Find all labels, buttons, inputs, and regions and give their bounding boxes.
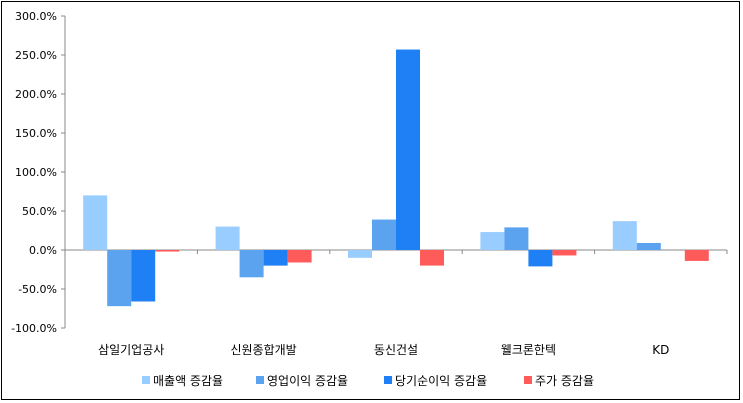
y-tick-label: 0.0%	[29, 244, 57, 257]
y-tick-label: 150.0%	[15, 127, 57, 140]
y-tick-label: 300.0%	[15, 10, 57, 23]
bar-2-5	[636, 242, 661, 250]
bar-4-1	[155, 250, 180, 252]
bar-1-3	[348, 250, 372, 258]
bar-3-2	[263, 250, 288, 266]
bar-2-2	[239, 250, 264, 278]
legend-label: 영업이익 증감율	[267, 374, 348, 388]
bar-1-4	[480, 232, 505, 250]
y-tick-label: -100.0%	[11, 322, 57, 335]
legend-swatch	[384, 376, 392, 384]
legend-swatch	[256, 376, 264, 384]
y-tick-label: 50.0%	[22, 205, 57, 218]
bar-3-4	[528, 250, 553, 267]
bar-3-1	[131, 250, 156, 302]
legend-swatch	[524, 376, 532, 384]
y-tick-label: -50.0%	[18, 283, 57, 296]
bar-2-4	[504, 227, 529, 250]
category-label: 웰크론한텍	[501, 343, 556, 357]
bar-4-2	[287, 250, 312, 263]
legend-label: 주가 증감율	[535, 374, 594, 388]
legend-label: 매출액 증감율	[153, 374, 223, 388]
bar-4-4	[552, 250, 577, 256]
bar-4-3	[420, 250, 444, 266]
category-label: KD	[652, 343, 669, 357]
bar-3-3	[396, 49, 420, 250]
y-tick-label: 200.0%	[15, 88, 57, 101]
bar-1-2	[215, 226, 240, 250]
bar-2-3	[372, 219, 396, 250]
bar-1-5	[612, 221, 637, 250]
y-tick-label: 100.0%	[15, 166, 57, 179]
bar-1-1	[83, 195, 108, 250]
bar-4-5	[684, 250, 709, 261]
bar-2-1	[107, 250, 132, 307]
y-tick-label: 250.0%	[15, 49, 57, 62]
legend-swatch	[142, 376, 150, 384]
legend-label: 당기순이익 증감율	[395, 374, 487, 388]
category-label: 삼일기업공사	[98, 343, 164, 357]
category-label: 동신건설	[374, 343, 418, 357]
category-label: 신원종합개발	[230, 343, 296, 357]
